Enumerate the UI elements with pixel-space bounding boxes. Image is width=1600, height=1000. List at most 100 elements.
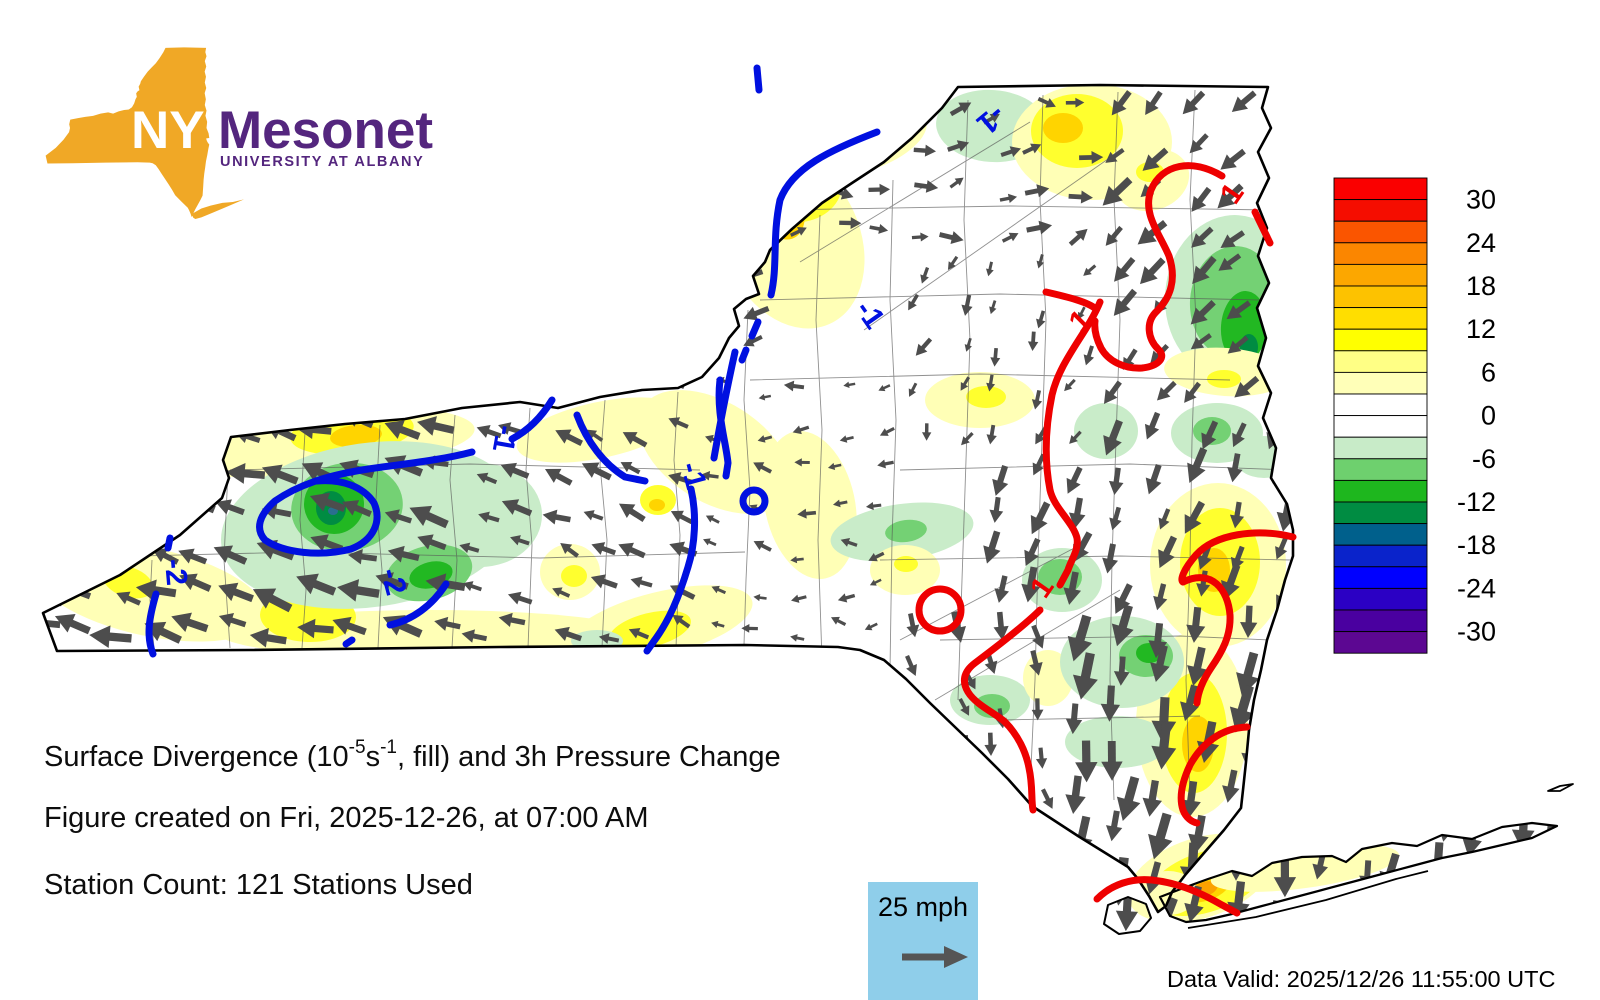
- wind-arrow-icon: [1234, 375, 1260, 398]
- wind-arrow-icon: [1201, 420, 1219, 450]
- wind-arrow-icon: [947, 255, 959, 271]
- wind-arrow-icon: [1187, 447, 1208, 483]
- wind-arrow-icon: [554, 626, 583, 642]
- wind-arrow-icon: [1389, 809, 1404, 835]
- wind-arrow-icon: [478, 511, 500, 523]
- divergence-fill-blob: [1234, 436, 1294, 478]
- colorbar-cell: [1333, 479, 1428, 503]
- wind-scale-label: 25 mph: [878, 892, 968, 922]
- wind-arrow-icon: [1226, 300, 1252, 320]
- wind-arrow-icon: [759, 151, 778, 163]
- wind-arrow-icon: [1184, 500, 1205, 534]
- divergence-fill-blob: [817, 109, 927, 175]
- wind-arrow-icon: [249, 628, 287, 648]
- wind-arrow-icon: [434, 616, 461, 631]
- wind-arrow-icon: [1139, 257, 1166, 285]
- wind-arrow-icon: [986, 261, 994, 277]
- wind-arrow-icon: [1030, 501, 1051, 535]
- wind-arrow-icon: [741, 623, 758, 633]
- wind-arrow-icon: [787, 99, 807, 114]
- wind-arrow-icon: [337, 579, 380, 602]
- wind-arrow-icon: [459, 542, 480, 554]
- wind-arrow-icon: [342, 500, 372, 518]
- wind-arrow-icon: [1024, 184, 1050, 198]
- contour-label: -1: [486, 423, 523, 455]
- wind-arrow-icon: [1022, 143, 1042, 155]
- divergence-fill-blob: [561, 565, 587, 587]
- divergence-fill-blob: [330, 424, 382, 448]
- wind-arrow-icon: [225, 463, 266, 484]
- wind-arrow-icon: [152, 420, 181, 438]
- divergence-fill-blob: [705, 650, 785, 686]
- wind-arrow-icon: [832, 499, 848, 508]
- wind-scale-box: [868, 882, 978, 1000]
- wind-arrow-icon: [348, 549, 378, 565]
- wind-arrow-icon: [1113, 288, 1138, 316]
- wind-arrow-icon: [621, 375, 645, 388]
- colorbar-cell: [1333, 177, 1428, 201]
- wind-arrow-icon: [43, 464, 61, 478]
- divergence-fill-blob: [1074, 403, 1138, 459]
- pressure-contours-negative: [145, 64, 881, 658]
- wind-arrow-icon: [1077, 306, 1086, 320]
- wind-arrow-icon: [552, 587, 571, 598]
- wind-arrow-icon: [579, 337, 607, 352]
- wind-arrow-icon: [986, 374, 996, 392]
- wind-arrow-icon: [913, 144, 937, 157]
- wind-arrow-icon: [1105, 225, 1123, 246]
- wind-arrow-icon: [1341, 900, 1365, 934]
- wind-arrow-icon: [1029, 650, 1043, 676]
- wind-arrow-icon: [674, 271, 696, 283]
- wind-arrow-icon: [1220, 230, 1245, 249]
- divergence-fill-blob: [885, 519, 927, 543]
- wind-arrow-icon: [1072, 652, 1098, 700]
- wind-arrow-icon: [869, 224, 889, 234]
- contour-label: -2: [158, 557, 193, 586]
- wind-arrow-icon: [98, 498, 130, 515]
- wind-arrow-icon: [351, 379, 385, 397]
- wind-arrow-icon: [55, 385, 89, 403]
- wind-arrow-icon: [417, 416, 455, 436]
- colorbar-cell: [1333, 307, 1428, 330]
- wind-arrow-icon: [711, 620, 725, 628]
- divergence-fill-blob: [966, 386, 1006, 408]
- state-outline: [41, 83, 1574, 935]
- colorbar-cell: [1333, 371, 1428, 395]
- wind-arrow-icon: [1222, 769, 1240, 803]
- wind-arrow-icon: [1426, 842, 1449, 884]
- wind-arrow-icon: [716, 179, 740, 193]
- wind-arrow-icon: [1079, 150, 1104, 164]
- wind-arrow-icon: [146, 500, 187, 522]
- wind-arrow-icon: [670, 510, 693, 525]
- wind-arrow-icon: [1189, 133, 1209, 154]
- wind-arrow-icon: [89, 625, 132, 648]
- wind-arrow-icon: [1068, 497, 1086, 529]
- divergence-fill-blob: [649, 499, 665, 511]
- wind-arrow-icon: [1148, 812, 1173, 860]
- wind-arrow-icon: [584, 305, 608, 318]
- wind-arrow-icon: [791, 775, 806, 803]
- divergence-fill-blob: [1207, 370, 1241, 388]
- colorbar-cell: [1333, 285, 1428, 309]
- wind-arrow-icon: [218, 613, 247, 628]
- wind-arrow-icon: [500, 462, 530, 479]
- wind-arrow-icon: [581, 462, 612, 481]
- wind-arrow-icon: [869, 578, 882, 586]
- wind-arrow-icon: [1158, 535, 1178, 569]
- wind-arrow-icon: [843, 381, 856, 389]
- wind-arrow-icon: [1083, 345, 1095, 366]
- data-valid-text: Data Valid: 2025/12/26 11:55:00 UTC: [1167, 966, 1555, 992]
- colorbar-cell: [1333, 609, 1428, 633]
- wind-arrow-icon: [868, 692, 884, 722]
- wind-arrow-icon: [1186, 606, 1206, 643]
- wind-arrow-icon: [1231, 90, 1257, 112]
- wind-arrow-icon: [218, 582, 254, 603]
- wind-arrow-icon: [57, 495, 87, 512]
- colorbar-cell: [1333, 501, 1428, 525]
- wind-arrow-icon: [1306, 894, 1321, 920]
- wind-arrow-icon: [1000, 146, 1021, 157]
- divergence-fill-blob: [1065, 716, 1169, 768]
- wind-arrow-icon: [178, 548, 208, 565]
- wind-arrow-icon: [757, 660, 775, 670]
- wind-arrow-icon: [1277, 107, 1294, 128]
